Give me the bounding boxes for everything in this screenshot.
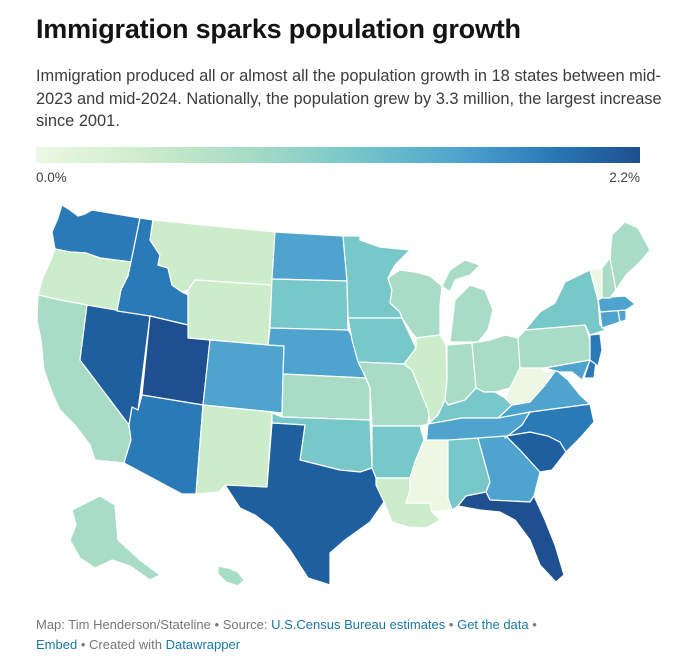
datawrapper-link[interactable]: Datawrapper <box>165 637 241 652</box>
state-NM[interactable] <box>195 404 273 495</box>
footer: Map: Tim Henderson/Stateline • Source: U… <box>36 615 656 655</box>
state-WY[interactable] <box>187 279 273 346</box>
state-WV[interactable] <box>504 361 557 406</box>
state-HI[interactable] <box>217 565 245 587</box>
state-MA[interactable] <box>597 295 636 313</box>
embed-link[interactable]: Embed <box>36 637 78 652</box>
state-NH[interactable] <box>601 257 617 299</box>
state-AK[interactable] <box>69 495 161 581</box>
footer-source-prefix: Source: <box>222 617 268 632</box>
footer-separator: • <box>80 637 86 652</box>
footer-separator: • <box>448 617 454 632</box>
chart-title: Immigration sparks population growth <box>36 14 521 44</box>
state-CO[interactable] <box>202 339 285 414</box>
state-MD[interactable] <box>544 359 591 381</box>
state-TX[interactable] <box>224 422 385 586</box>
state-MI[interactable] <box>441 259 494 343</box>
chart-description: Immigration produced all or almost all t… <box>36 67 662 130</box>
footer-credit: Map: Tim Henderson/Stateline <box>36 617 211 632</box>
state-RI[interactable] <box>617 309 627 323</box>
state-CT[interactable] <box>599 309 621 329</box>
footer-separator: • <box>214 617 220 632</box>
color-legend-gradient <box>36 147 640 163</box>
footer-created-with: Created with <box>89 637 162 652</box>
state-ND[interactable] <box>271 231 348 282</box>
state-NC[interactable] <box>504 403 595 453</box>
get-data-link[interactable]: Get the data <box>457 617 529 632</box>
footer-separator: • <box>532 617 537 632</box>
legend-min-label: 0.0% <box>36 170 67 185</box>
state-NJ[interactable] <box>589 333 603 367</box>
state-FL[interactable] <box>457 491 565 583</box>
source-link[interactable]: U.S.Census Bureau estimates <box>271 617 446 632</box>
state-ME[interactable] <box>609 221 651 291</box>
state-KS[interactable] <box>281 373 371 421</box>
state-IA[interactable] <box>347 317 417 365</box>
state-SD[interactable] <box>269 278 349 331</box>
legend-max-label: 2.2% <box>609 170 640 185</box>
state-AZ[interactable] <box>123 394 204 495</box>
